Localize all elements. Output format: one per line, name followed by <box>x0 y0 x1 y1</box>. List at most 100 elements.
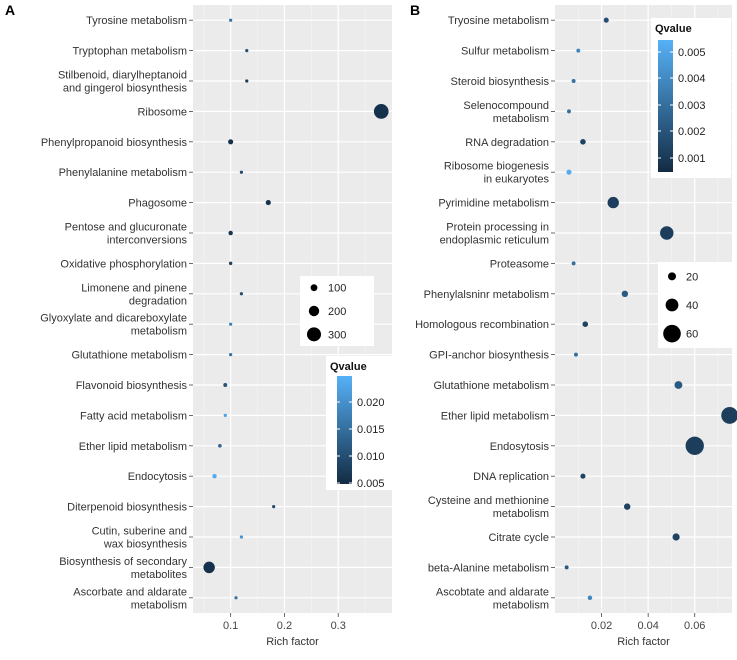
x-tick-label: 0.06 <box>684 620 705 632</box>
pathway-label: Proteasome <box>490 258 549 270</box>
pathway-label: Selenocompound metabolism <box>463 100 549 125</box>
size-legend-dot <box>665 298 679 312</box>
x-tick-label: 0.2 <box>277 620 292 632</box>
data-point <box>272 505 276 509</box>
x-tick-label: 0.02 <box>591 620 612 632</box>
pathway-label: Ascorbate and aldarate metabolism <box>73 586 187 611</box>
pathway-label: Tryptophan metabolism <box>72 46 187 58</box>
pathway-label-line: interconversions <box>107 235 188 247</box>
pathway-label: Fatty acid metabolism <box>80 410 187 422</box>
x-tick-label: 0.1 <box>223 620 238 632</box>
x-tick-label: 0.04 <box>637 620 658 632</box>
pathway-label: Ribosome biogenesis in eukaryotes <box>444 161 550 186</box>
pathway-label: Limonene and pinene degradation <box>81 282 187 307</box>
data-point <box>582 321 589 327</box>
pathway-label: Ribosome <box>137 106 187 118</box>
size-legend-label: 20 <box>686 271 698 283</box>
size-legend-label: 60 <box>686 329 698 341</box>
pathway-label-line: wax biosynthesis <box>103 539 188 551</box>
pathway-label-line: Pentose and glucuronate <box>65 222 187 234</box>
pathway-label-line: Ribosome <box>137 106 187 118</box>
pathway-label: Pentose and glucuronate interconversions <box>65 222 188 247</box>
pathway-label: Endosytosis <box>490 441 550 453</box>
color-legend-label: 0.010 <box>357 451 385 463</box>
size-legend-label: 200 <box>328 306 346 318</box>
pathway-label: Citrate cycle <box>488 532 549 544</box>
color-legend-label: 0.001 <box>678 153 706 165</box>
size-legend-label: 300 <box>328 329 346 341</box>
pathway-label-line: Stilbenoid, diarylheptanoid <box>58 70 187 82</box>
data-point <box>228 139 234 145</box>
data-point <box>234 596 238 600</box>
pathway-label-line: Ether lipid metabolism <box>441 410 549 422</box>
color-legend-bar <box>658 40 673 172</box>
pathway-label-line: Proteasome <box>490 258 549 270</box>
pathway-label: Glyoxylate and dicareboxylate metabolism <box>40 313 187 338</box>
pathway-label: Protein processing in endoplasmic reticul… <box>440 222 549 247</box>
panel-b: B Tryosine metabolism Sulfur metabolism Ste… <box>410 2 737 648</box>
pathway-label-line: endoplasmic reticulum <box>440 235 549 247</box>
pathway-label: Tyrosine metabolism <box>86 15 187 27</box>
data-point <box>571 79 576 83</box>
data-point <box>218 443 222 448</box>
pathway-label: Phenylpropanoid biosynthesis <box>41 137 188 149</box>
pathway-label: RNA degradation <box>465 137 549 149</box>
data-point <box>229 353 233 357</box>
pathway-label-line: Glutathione metabolism <box>433 380 549 392</box>
pathway-label-line: Citrate cycle <box>488 532 549 544</box>
pathway-label-line: Ether lipid metabolism <box>79 441 187 453</box>
pathway-label-line: Diterpenoid biosynthesis <box>67 502 187 514</box>
pathway-label: Phenylalanine metabolism <box>59 167 187 179</box>
pathway-label: Pyrimidine metabolism <box>438 198 549 210</box>
pathway-label-line: Ascobtate and aldarate <box>436 586 549 598</box>
pathway-label-line: Sulfur metabolism <box>461 46 549 58</box>
pathway-label-line: Glutathione metabolism <box>71 350 187 362</box>
pathway-label-line: GPI-anchor biosynthesis <box>429 350 549 362</box>
data-point <box>721 406 737 424</box>
size-legend-label: 100 <box>328 283 346 295</box>
data-point <box>229 322 233 326</box>
pathway-label: Ether lipid metabolism <box>79 441 187 453</box>
pathway-label: Diterpenoid biosynthesis <box>67 502 187 514</box>
pathway-label: Ascobtate and aldarate metabolism <box>436 586 549 611</box>
data-point <box>245 79 249 83</box>
data-point <box>674 381 683 389</box>
pathway-label-line: metabolism <box>493 113 549 125</box>
size-legend-dot <box>663 324 681 343</box>
data-point <box>212 473 217 479</box>
data-point <box>623 503 631 510</box>
pathway-label-line: Cysteine and methionine <box>428 495 549 507</box>
pathway-label: Cutin, suberine and wax biosynthesis <box>92 526 188 551</box>
data-point <box>607 196 619 209</box>
data-point <box>228 230 233 236</box>
data-point <box>239 292 244 296</box>
color-legend-label: 0.003 <box>678 100 706 112</box>
pathway-label-line: metabolites <box>131 569 188 581</box>
color-legend-title: Qvalue <box>655 23 692 35</box>
data-point <box>685 436 704 455</box>
pathway-label: Steroid biosynthesis <box>451 76 550 88</box>
pathway-label-line: Glyoxylate and dicareboxylate <box>40 313 187 325</box>
data-point <box>265 200 271 206</box>
pathway-label: Sulfur metabolism <box>461 46 549 58</box>
size-legend-dot <box>668 272 676 281</box>
pathway-label: Stilbenoid, diarylheptanoid and gingerol … <box>58 70 188 95</box>
data-point <box>567 109 571 114</box>
pathway-label-line: and gingerol biosynthesis <box>63 83 188 95</box>
pathway-label: Oxidative phosphorylation <box>60 258 187 270</box>
size-legend-dot <box>307 327 321 342</box>
data-point <box>580 139 586 145</box>
pathway-label-line: Biosynthesis of secondary <box>59 556 187 568</box>
pathway-label-line: metabolism <box>131 326 187 338</box>
color-legend-label: 0.002 <box>678 126 706 138</box>
pathway-label: Biosynthesis of secondary metabolites <box>59 556 187 581</box>
pathway-label: DNA replication <box>473 471 549 483</box>
pathway-label-line: Limonene and pinene <box>81 282 187 294</box>
data-point <box>223 383 228 387</box>
color-legend-label: 0.005 <box>678 47 706 59</box>
panel-a: A Tyrosine metabolism Tryptophan metabolis… <box>5 2 406 648</box>
data-point <box>373 104 389 119</box>
data-point <box>587 595 593 601</box>
data-point <box>571 261 576 266</box>
pathway-label: Endocytosis <box>128 471 188 483</box>
